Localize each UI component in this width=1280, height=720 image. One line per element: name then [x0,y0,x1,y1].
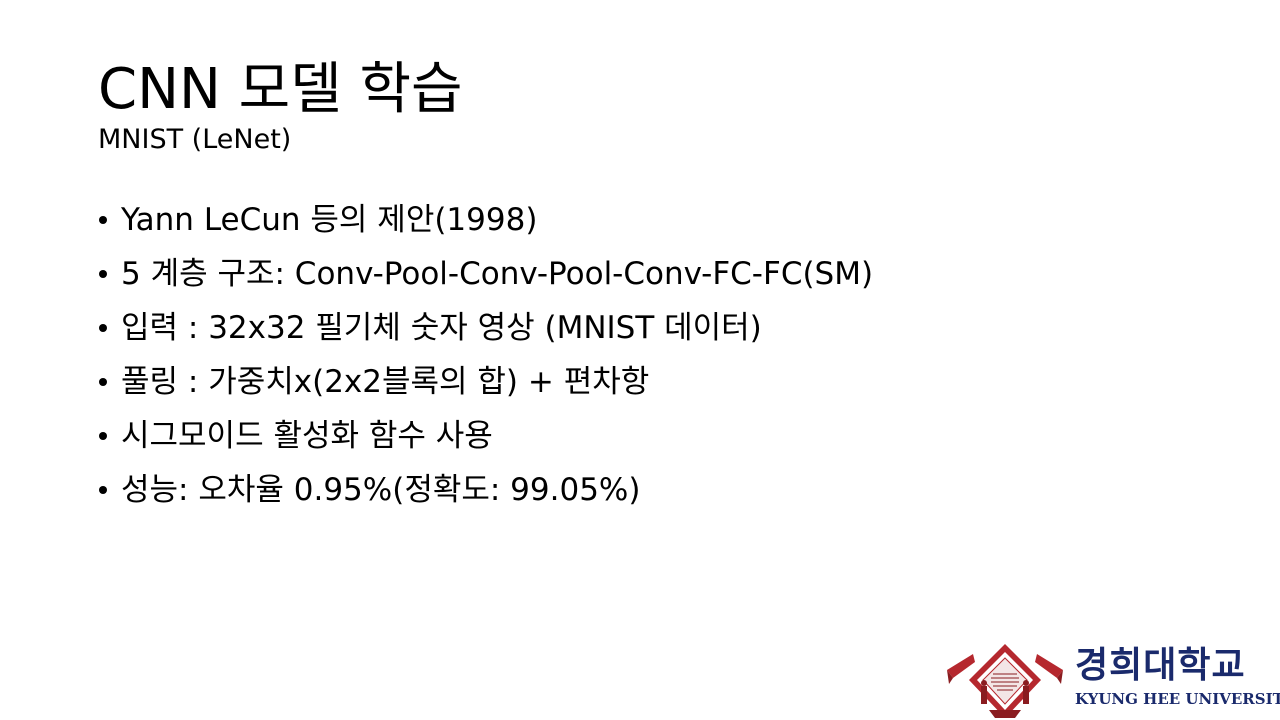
bullet-text: 시그모이드 활성화 함수 사용 [121,418,493,454]
bullet-dot-icon [99,432,107,440]
bullet-dot-icon [99,270,107,278]
university-logo: 경희대학교 KYUNG HEE UNIVERSITY [945,640,1280,720]
bullet-item: 성능: 오차율 0.95%(정확도: 99.05%) [97,463,873,517]
bullet-dot-icon [99,324,107,332]
bullet-item: 입력 : 32x32 필기체 숫자 영상 (MNIST 데이터) [97,301,873,355]
slide-subtitle: MNIST (LeNet) [98,124,292,155]
bullet-text: 풀링 : 가중치x(2x2블록의 합) + 편차항 [121,364,650,400]
bullet-item: Yann LeCun 등의 제안(1998) [97,193,873,247]
logo-name-korean: 경희대학교 [1075,645,1246,686]
bullet-dot-icon [99,216,107,224]
bullet-item: 시그모이드 활성화 함수 사용 [97,409,873,463]
bullet-text: Yann LeCun 등의 제안(1998) [121,202,538,238]
bullet-text: 성능: 오차율 0.95%(정확도: 99.05%) [121,472,641,508]
bullet-text: 입력 : 32x32 필기체 숫자 영상 (MNIST 데이터) [121,310,762,346]
university-emblem-icon [947,644,1063,718]
logo-name-english: KYUNG HEE UNIVERSITY [1075,690,1280,708]
bullet-text: 5 계층 구조: Conv-Pool-Conv-Pool-Conv-FC-FC(… [121,256,874,292]
bullet-list: Yann LeCun 등의 제안(1998) 5 계층 구조: Conv-Poo… [97,193,873,517]
bullet-dot-icon [99,486,107,494]
bullet-dot-icon [99,378,107,386]
bullet-item: 풀링 : 가중치x(2x2블록의 합) + 편차항 [97,355,873,409]
slide-title: CNN 모델 학습 [98,57,463,122]
bullet-item: 5 계층 구조: Conv-Pool-Conv-Pool-Conv-FC-FC(… [97,247,873,301]
